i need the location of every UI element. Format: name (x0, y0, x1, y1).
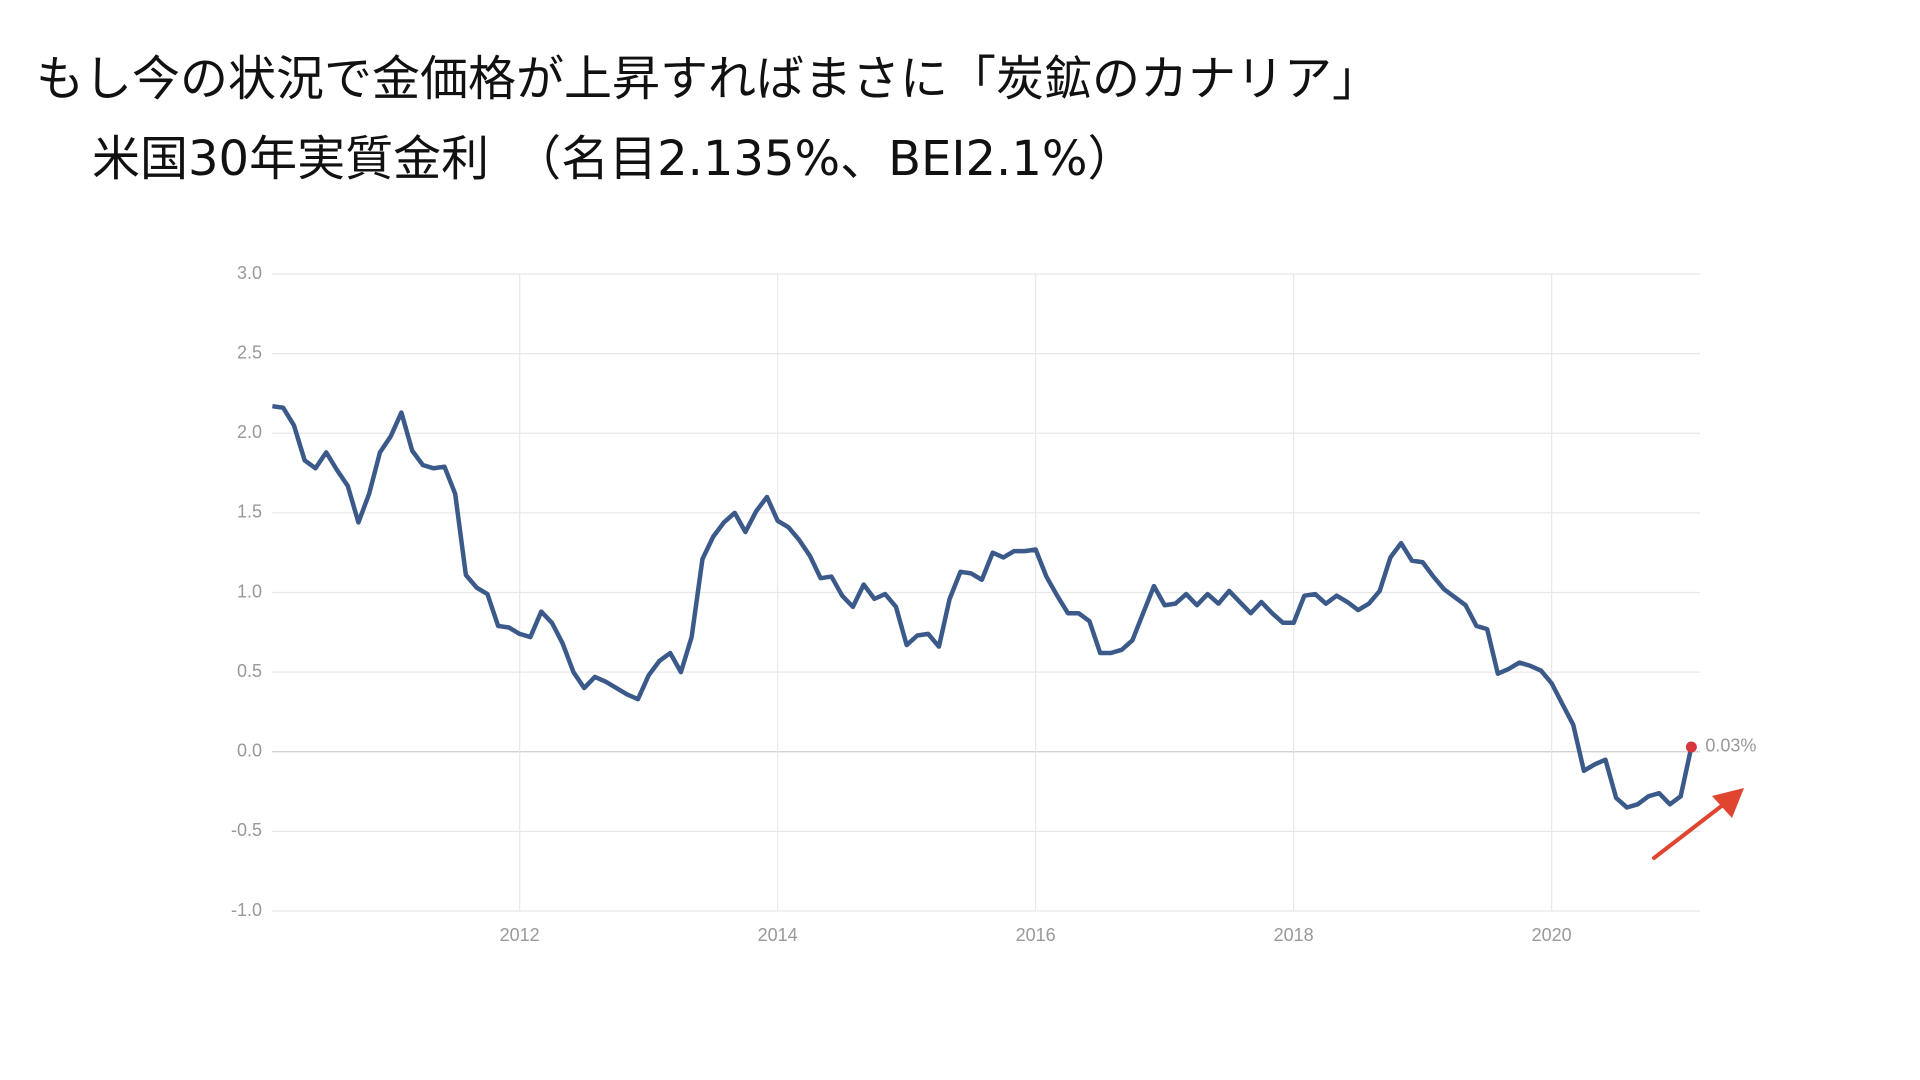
y-tick-label: 2.5 (237, 342, 262, 362)
annotation-arrow (1652, 788, 1744, 860)
line (272, 403, 1694, 810)
x-tick-label: 2012 (500, 925, 540, 945)
x-tick-label: 2018 (1274, 925, 1314, 945)
y-tick-label: 0.5 (237, 661, 262, 681)
y-tick-label: 0.0 (237, 741, 262, 761)
value-label: 0.03% (1705, 736, 1756, 756)
x-tick-label: 2020 (1532, 925, 1572, 945)
y-tick-label: 2.0 (237, 422, 262, 442)
end-point (1685, 741, 1697, 753)
chart-subtitle: 米国30年実質金利 （名目2.135%、BEI2.1%） (92, 131, 1135, 187)
x-tick-label: 2016 (1016, 925, 1056, 945)
x-tick-label: 2014 (758, 925, 798, 945)
chart-title: もし今の状況で金価格が上昇すればまさに「炭鉱のカナリア」 (36, 51, 1380, 107)
y-tick-label: -1.0 (231, 900, 262, 920)
plot: -1.0 -0.5 0.0 0.5 1.0 1.5 2.0 2.5 3.0 2012 2014 201… (231, 263, 1756, 945)
y-tick-label: 3.0 (237, 263, 262, 283)
y-tick-label: -0.5 (231, 820, 262, 840)
y-tick-label: 1.0 (237, 581, 262, 601)
y-tick-label: 1.5 (237, 502, 262, 522)
